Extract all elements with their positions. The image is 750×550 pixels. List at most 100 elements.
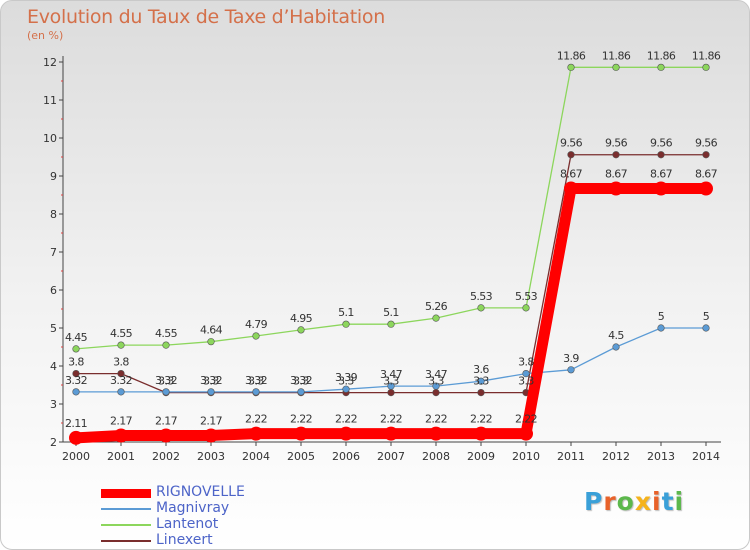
data-label-rignovelle: 2.22 (425, 413, 447, 426)
data-point-magnivray (567, 366, 575, 374)
data-point-linexert (432, 389, 440, 397)
data-point-linexert (72, 370, 80, 378)
proxiti-logo: Proxiti (584, 487, 685, 516)
data-point-magnivray (522, 370, 530, 378)
data-point-linexert (117, 370, 125, 378)
data-point-rignovelle (204, 428, 218, 443)
data-point-lantenot (522, 304, 530, 312)
data-point-magnivray (432, 382, 440, 390)
data-label-linexert: 3.3 (473, 375, 489, 388)
x-tick-label: 2008 (422, 450, 450, 463)
legend-swatch (101, 488, 151, 498)
data-label-rignovelle: 2.22 (245, 413, 267, 426)
data-label-lantenot: 4.79 (245, 318, 268, 331)
data-point-lantenot (567, 63, 575, 71)
data-label-lantenot: 5.26 (425, 300, 448, 313)
legend-swatch (101, 508, 151, 510)
x-tick-label: 2013 (647, 450, 675, 463)
data-point-lantenot (387, 320, 395, 328)
data-label-lantenot: 11.86 (557, 49, 586, 62)
data-label-lantenot: 4.45 (65, 331, 88, 344)
data-label-magnivray: 3.32 (245, 374, 267, 387)
data-label-rignovelle: 2.22 (290, 413, 312, 426)
data-point-rignovelle (609, 181, 623, 196)
data-point-lantenot (297, 326, 305, 334)
data-label-linexert: 3.3 (428, 375, 444, 388)
data-label-magnivray: 3.32 (200, 374, 222, 387)
data-label-lantenot: 4.55 (155, 327, 178, 340)
data-label-linexert: 3.8 (113, 356, 129, 369)
x-tick-label: 2001 (107, 450, 135, 463)
data-point-linexert (702, 151, 710, 159)
y-tick-label: 9 (50, 170, 57, 183)
x-tick-label: 2009 (467, 450, 495, 463)
data-label-lantenot: 4.55 (110, 327, 133, 340)
legend-label: Lantenot (156, 516, 219, 532)
legend-label: Magnivray (156, 500, 230, 516)
data-point-rignovelle (519, 426, 533, 441)
data-label-lantenot: 5.1 (338, 306, 354, 319)
data-label-magnivray: 3.6 (473, 363, 489, 376)
data-label-rignovelle: 2.11 (65, 417, 87, 430)
data-label-magnivray: 3.9 (563, 352, 579, 365)
data-label-linexert: 3.8 (68, 356, 84, 369)
data-label-linexert: 9.56 (695, 137, 718, 150)
x-tick-label: 2007 (377, 450, 405, 463)
x-tick-label: 2005 (287, 450, 315, 463)
data-label-linexert: 3.3 (338, 375, 354, 388)
data-point-rignovelle (384, 426, 398, 441)
data-point-rignovelle (159, 428, 173, 443)
data-point-rignovelle (114, 428, 128, 443)
data-label-lantenot: 4.64 (200, 324, 223, 337)
data-label-magnivray: 3.47 (380, 368, 403, 381)
data-point-rignovelle (69, 430, 83, 445)
legend-label: RIGNOVELLE (156, 484, 245, 500)
data-label-linexert: 3.3 (518, 375, 534, 388)
data-point-magnivray (477, 377, 485, 385)
data-label-magnivray: 5 (658, 310, 665, 323)
data-label-lantenot: 5.53 (515, 290, 538, 303)
x-tick-label: 2004 (242, 450, 270, 463)
data-label-magnivray: 3.8 (518, 356, 534, 369)
data-label-linexert: 3.3 (293, 375, 309, 388)
data-label-rignovelle: 8.67 (695, 168, 718, 181)
data-label-rignovelle: 2.22 (470, 413, 492, 426)
y-tick-label: 10 (43, 132, 57, 145)
data-label-rignovelle: 2.17 (155, 415, 178, 428)
y-tick-label: 7 (50, 246, 57, 259)
data-label-linexert: 3.3 (248, 375, 264, 388)
data-label-rignovelle: 8.67 (650, 168, 673, 181)
data-point-lantenot (702, 63, 710, 71)
data-point-lantenot (252, 332, 260, 340)
data-label-lantenot: 4.95 (290, 312, 313, 325)
data-point-lantenot (657, 63, 665, 71)
data-point-rignovelle (249, 426, 263, 441)
data-point-lantenot (612, 63, 620, 71)
y-tick-label: 3 (50, 398, 57, 411)
x-tick-label: 2000 (62, 450, 90, 463)
data-point-magnivray (342, 385, 350, 393)
data-label-magnivray: 3.32 (65, 374, 87, 387)
data-label-magnivray: 3.32 (110, 374, 132, 387)
data-label-lantenot: 11.86 (602, 49, 631, 62)
data-label-rignovelle: 8.67 (560, 168, 583, 181)
data-point-linexert (387, 389, 395, 397)
y-tick-label: 11 (43, 94, 57, 107)
y-tick-label: 2 (50, 436, 57, 449)
data-label-linexert: 3.3 (158, 375, 174, 388)
data-point-lantenot (117, 341, 125, 349)
data-point-lantenot (477, 304, 485, 312)
data-point-linexert (612, 151, 620, 159)
data-point-magnivray (162, 388, 170, 396)
x-tick-label: 2014 (692, 450, 720, 463)
data-label-linexert: 9.56 (605, 137, 628, 150)
x-tick-label: 2006 (332, 450, 360, 463)
data-label-linexert: 3.3 (383, 375, 399, 388)
data-label-linexert: 9.56 (650, 137, 673, 150)
y-tick-label: 6 (50, 284, 57, 297)
y-tick-label: 8 (50, 208, 57, 221)
data-label-rignovelle: 2.17 (110, 415, 133, 428)
data-point-magnivray (117, 388, 125, 396)
